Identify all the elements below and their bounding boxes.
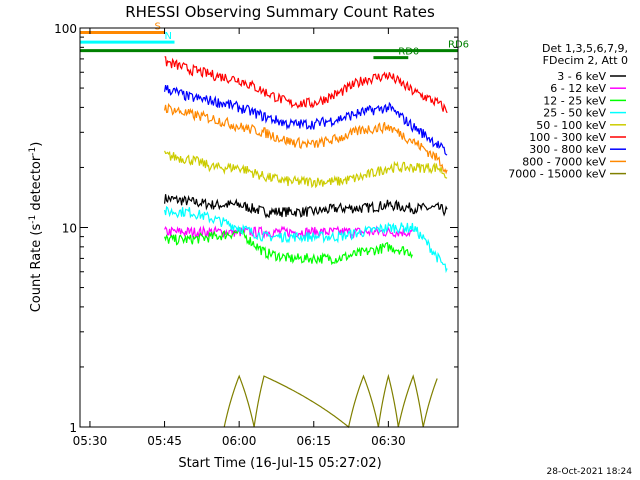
chart-title: RHESSI Observing Summary Count Rates xyxy=(125,3,435,21)
legend-header-1: Det 1,3,5,6,7,9, xyxy=(542,42,628,55)
legend-label-6: 100 - 300 keV xyxy=(529,131,606,144)
legend-label-4: 25 - 50 keV xyxy=(543,107,606,120)
x-axis-label: Start Time (16-Jul-15 05:27:02) xyxy=(178,456,381,471)
legend: Det 1,3,5,6,7,9,FDecim 2, Att 0 3 - 6 keV… xyxy=(508,42,628,181)
series-line-5 xyxy=(164,150,448,189)
legend-label-2: 6 - 12 keV xyxy=(550,82,606,95)
series-7 xyxy=(164,84,448,156)
series-8 xyxy=(164,102,448,175)
y-axis-label: Count Rate (s-1 detector-1) xyxy=(28,142,44,313)
y-tick-label-3: 100 xyxy=(54,22,77,36)
legend-label-3: 12 - 25 keV xyxy=(543,94,606,107)
legend-label-7: 300 - 800 keV xyxy=(529,143,606,156)
timestamp: 28-Oct-2021 18:24 xyxy=(547,467,633,477)
plot-frame xyxy=(79,27,459,428)
annotation-label-3: RD6 xyxy=(448,40,469,51)
series-1 xyxy=(164,194,448,219)
series-line-3 xyxy=(164,227,413,266)
y-tick-label-2: 10 xyxy=(62,222,77,236)
legend-label-9: 7000 - 15000 keV xyxy=(508,168,606,181)
series-line-9 xyxy=(223,373,438,429)
axis-layer: 05:30 05:45 06:00 06:15 06:30 1 10 100 xyxy=(54,22,458,448)
x-tick-label-2: 05:45 xyxy=(147,434,182,448)
series-line-1 xyxy=(164,194,448,219)
series-line-7 xyxy=(164,84,448,156)
y-tick-label-1: 1 xyxy=(69,421,77,435)
series-line-6 xyxy=(164,56,448,114)
series-4 xyxy=(164,205,448,274)
x-tick-label-1: 05:30 xyxy=(73,434,108,448)
annotation-label-2: N xyxy=(165,31,172,42)
legend-label-1: 3 - 6 keV xyxy=(557,70,606,83)
annotation-layer: SN RD6 RD0 xyxy=(80,21,469,60)
annotation-label-1: S xyxy=(155,21,161,32)
series-6 xyxy=(164,56,448,114)
series-9 xyxy=(223,373,438,429)
data-layer xyxy=(164,56,448,429)
series-5 xyxy=(164,150,448,189)
x-tick-label-5: 06:30 xyxy=(371,434,406,448)
annotation-label-4: RD0 xyxy=(398,47,419,58)
legend-label-8: 800 - 7000 keV xyxy=(522,155,606,168)
legend-header-2: FDecim 2, Att 0 xyxy=(543,54,628,67)
legend-label-5: 50 - 100 keV xyxy=(536,119,606,132)
x-tick-label-3: 06:00 xyxy=(222,434,257,448)
series-3 xyxy=(164,227,413,266)
x-tick-label-4: 06:15 xyxy=(296,434,331,448)
series-line-4 xyxy=(164,205,448,274)
series-line-8 xyxy=(164,102,448,175)
